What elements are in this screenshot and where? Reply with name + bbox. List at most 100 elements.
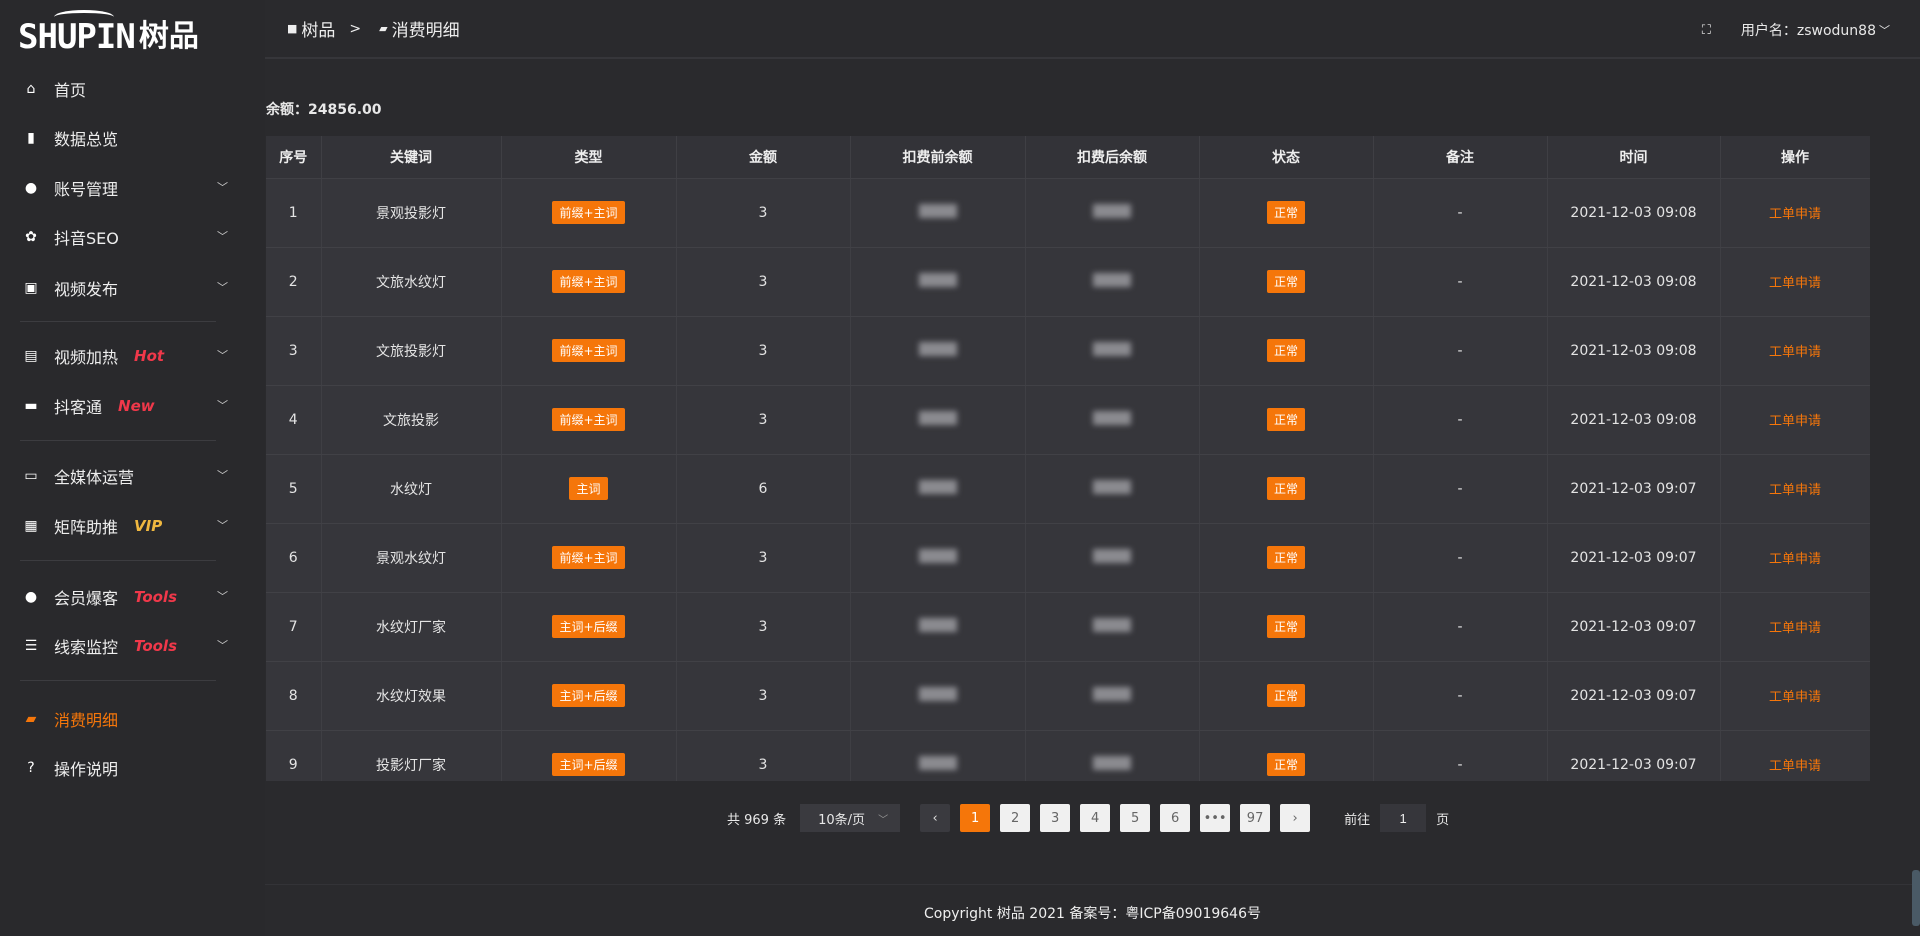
sidebar-item-4[interactable]: ✿ 抖音SEO ﹀ — [22, 222, 228, 252]
ticket-apply-link[interactable]: 工单申请 — [1768, 207, 1821, 222]
prev-page-button[interactable]: ‹ — [920, 804, 951, 832]
column-header: 金额 — [676, 136, 851, 179]
page-button[interactable]: 97 — [1240, 804, 1271, 832]
consumption-table: 序号 关键词 类型 金额 扣费前余额 扣费后余额 状态 备注 时间 操作 1 景观投影灯 前缀+主… — [266, 136, 1870, 781]
cell-time: 2021-12-03 09:07 — [1547, 592, 1721, 662]
cell-amount: 3 — [676, 661, 851, 731]
user-menu[interactable]: ⛶ 用户名：zswodun88 ﹀ — [1702, 20, 1890, 40]
cell-status: 正常 — [1199, 523, 1374, 593]
redacted-value — [918, 617, 957, 632]
breadcrumb-current: 消费明细 — [391, 21, 460, 41]
username[interactable]: 用户名：zswodun88 — [1740, 23, 1876, 39]
sidebar-item-label: 账号管理 — [54, 180, 119, 199]
page-button[interactable]: 4 — [1080, 804, 1111, 832]
cell-action: 工单申请 — [1720, 247, 1870, 317]
fullscreen-icon[interactable]: ⛶ — [1701, 22, 1711, 38]
cell-time: 2021-12-03 09:08 — [1547, 178, 1721, 248]
wallet-icon: ▰ — [379, 22, 388, 35]
sidebar-item-2[interactable]: ▮ 数据总览 — [22, 123, 228, 153]
sidebar-item-10[interactable]: ● 会员爆客 Tools ﹀ — [22, 582, 228, 612]
ticket-apply-link[interactable]: 工单申请 — [1768, 414, 1821, 429]
cell-action: 工单申请 — [1720, 661, 1870, 731]
ticket-apply-link[interactable]: 工单申请 — [1768, 483, 1821, 498]
page-size-select[interactable]: 10条/页 ﹀ — [800, 804, 901, 832]
ticket-apply-link[interactable]: 工单申请 — [1768, 345, 1821, 360]
status-badge: 正常 — [1266, 477, 1305, 500]
cell-time: 2021-12-03 09:07 — [1547, 661, 1721, 731]
goto-page-input[interactable] — [1380, 804, 1427, 832]
ticket-apply-link[interactable]: 工单申请 — [1768, 276, 1821, 291]
total-count: 共 969 条 — [727, 812, 787, 828]
page-button[interactable]: 5 — [1120, 804, 1151, 832]
sidebar-item-tag: Tools — [134, 637, 177, 655]
ticket-apply-link[interactable]: 工单申请 — [1768, 759, 1821, 774]
sidebar-item-11[interactable]: ☰ 线索监控 Tools ﹀ — [22, 631, 228, 661]
cell-no: 2 — [266, 247, 322, 317]
sidebar-item-3[interactable]: ● 账号管理 ﹀ — [22, 173, 228, 203]
cell-type: 前缀+主词 — [501, 523, 677, 593]
sidebar-item-1[interactable]: ⌂ 首页 — [22, 74, 228, 104]
chevron-down-icon: ﹀ — [878, 814, 889, 826]
breadcrumb-home[interactable]: 树品 — [301, 21, 336, 41]
page-button[interactable]: 1 — [960, 804, 991, 832]
column-header: 操作 — [1720, 136, 1870, 179]
sidebar-item-label: 操作说明 — [54, 760, 119, 779]
scrollbar[interactable] — [1912, 870, 1920, 926]
chevron-down-icon[interactable]: ﹀ — [1879, 24, 1890, 37]
table-row: 5 水纹灯 主词 6 正常 - 2021-12-03 09:07 工单申请 — [266, 454, 1870, 524]
page-button[interactable]: 3 — [1040, 804, 1071, 832]
cell-balance-after — [1025, 316, 1200, 386]
sidebar-item-8[interactable]: ▭ 全媒体运营 ﹀ — [22, 461, 228, 491]
cell-time: 2021-12-03 09:07 — [1547, 730, 1721, 781]
cell-status: 正常 — [1199, 661, 1374, 731]
cell-amount: 6 — [676, 454, 851, 524]
monitor-icon: ▭ — [24, 468, 38, 484]
cell-balance-after — [1025, 730, 1200, 781]
ticket-apply-link[interactable]: 工单申请 — [1768, 690, 1821, 705]
cell-amount: 3 — [676, 592, 851, 662]
sidebar-item-12[interactable]: ▰ 消费明细 — [22, 704, 228, 734]
sidebar-item-label: 数据总览 — [54, 130, 119, 149]
ticket-apply-link[interactable]: 工单申请 — [1768, 621, 1821, 636]
cell-balance-before — [850, 592, 1026, 662]
cell-keyword: 景观投影灯 — [321, 178, 502, 248]
table-row: 8 水纹灯效果 主词+后缀 3 正常 - 2021-12-03 09:07 工单… — [266, 661, 1870, 731]
cell-status: 正常 — [1199, 178, 1374, 248]
sidebar-item-13[interactable]: ? 操作说明 — [22, 753, 228, 783]
cell-amount: 3 — [676, 385, 851, 455]
next-page-button[interactable]: › — [1280, 804, 1311, 832]
page-button[interactable]: 6 — [1160, 804, 1191, 832]
logo[interactable]: SHUPIN 树品 — [18, 10, 199, 56]
redacted-value — [918, 755, 957, 770]
sidebar-divider — [20, 321, 216, 322]
cell-type: 主词+后缀 — [501, 730, 677, 781]
cell-type: 前缀+主词 — [501, 178, 677, 248]
redacted-value — [918, 410, 957, 425]
status-badge: 正常 — [1266, 201, 1305, 224]
cell-keyword: 景观水纹灯 — [321, 523, 502, 593]
cell-balance-after — [1025, 454, 1200, 524]
sidebar-item-label: 抖音SEO — [54, 229, 119, 248]
table-row: 3 文旅投影灯 前缀+主词 3 正常 - 2021-12-03 09:08 工单… — [266, 316, 1870, 386]
type-badge: 前缀+主词 — [552, 270, 625, 293]
cell-amount: 3 — [676, 523, 851, 593]
sidebar-item-7[interactable]: ▬ 抖客通 New ﹀ — [22, 391, 228, 421]
cell-status: 正常 — [1199, 592, 1374, 662]
cell-note: - — [1373, 316, 1548, 386]
ticket-apply-link[interactable]: 工单申请 — [1768, 552, 1821, 567]
breadcrumb: ■ 树品 > ▰ 消费明细 — [287, 16, 460, 42]
status-badge: 正常 — [1266, 684, 1305, 707]
header: ■ 树品 > ▰ 消费明细 ⛶ 用户名：zswodun88 ﹀ — [265, 0, 1920, 59]
chevron-down-icon: ﹀ — [217, 519, 228, 532]
sidebar-item-5[interactable]: ▣ 视频发布 ﹀ — [22, 273, 228, 303]
sidebar-item-9[interactable]: ▦ 矩阵助推 VIP ﹀ — [22, 511, 228, 541]
sidebar-item-6[interactable]: ▤ 视频加热 Hot ﹀ — [22, 341, 228, 371]
cell-type: 前缀+主词 — [501, 385, 677, 455]
wallet-icon: ▰ — [25, 711, 37, 727]
page-button[interactable]: 2 — [1000, 804, 1031, 832]
cell-keyword: 水纹灯 — [321, 454, 502, 524]
page-button[interactable]: ••• — [1200, 804, 1231, 832]
help-icon: ? — [27, 760, 35, 776]
cell-action: 工单申请 — [1720, 454, 1870, 524]
cell-no: 7 — [266, 592, 322, 662]
